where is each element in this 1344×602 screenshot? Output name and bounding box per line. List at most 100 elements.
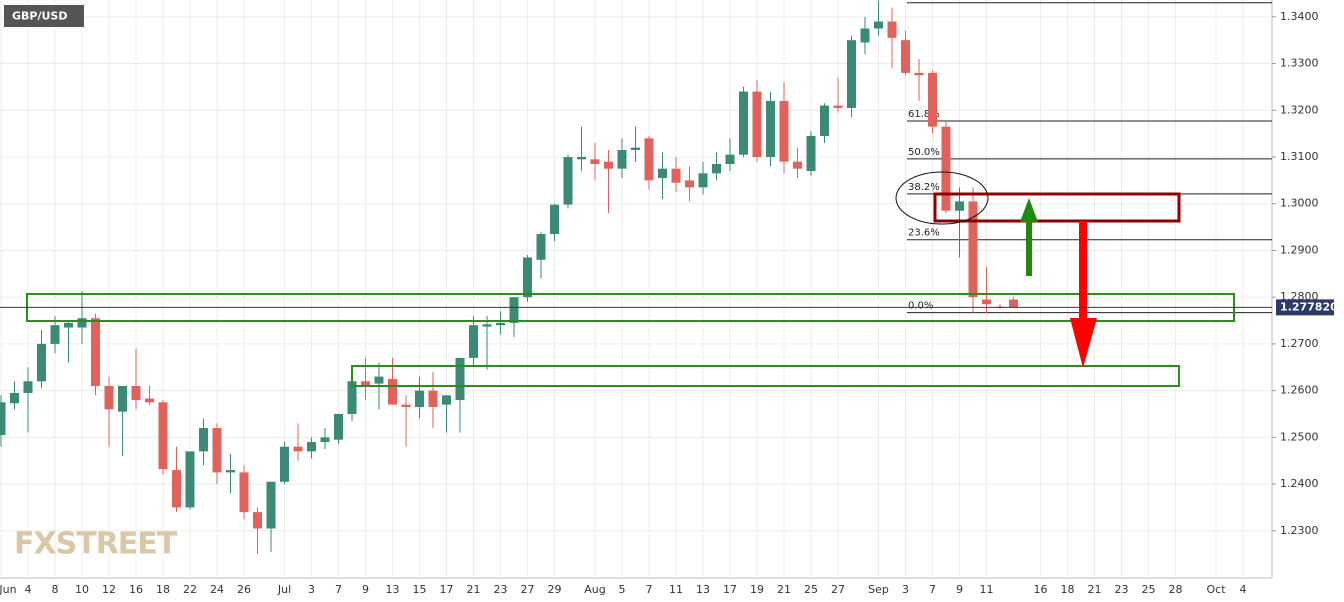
candle-body [739,91,748,155]
candle-body [442,395,451,405]
x-tick-label: 19 [750,583,764,596]
x-tick-label: 25 [804,583,818,596]
candle-body [23,381,33,393]
candle-body [415,390,424,407]
candle-body [860,28,870,43]
candle-body [847,40,856,108]
x-tick-label: 21 [467,583,481,596]
fibonacci: 100.0% 61.8% 50.0% 38.2% 23.6% 0.0% [907,0,1272,314]
x-tick-label: 26 [237,583,251,596]
y-tick-label: 1.2500 [1280,430,1319,443]
candle-body [523,257,532,298]
candle-body [590,159,600,165]
x-tick-label: 13 [696,583,710,596]
x-tick-label: 16 [129,583,143,596]
candle-body [806,135,816,172]
candle-body [982,299,991,305]
candle-body [307,442,316,452]
x-tick-label: Oct [1206,583,1226,596]
x-tick-label: 3 [902,583,909,596]
x-tick-label: 23 [1115,583,1129,596]
x-tick-label: 17 [440,583,454,596]
chart-title: GBP/USD [12,10,67,23]
y-tick-label: 1.3300 [1280,57,1319,70]
candle-body [644,138,654,181]
candle-body [185,451,195,508]
candle-body [914,72,924,76]
x-tick-label: Jul [277,583,291,596]
y-tick-label: 1.2700 [1280,337,1319,350]
x-tick-label: 24 [210,583,224,596]
candle-body [91,318,100,386]
x-tick-label: Sep [868,583,889,596]
candle-body [64,322,73,328]
candle-body [712,164,721,174]
down-arrow [1070,221,1097,368]
candle-body [698,173,708,188]
x-tick-label: 7 [929,583,936,596]
x-tick-label: 18 [1061,583,1075,596]
candle-body [253,512,262,529]
candle-body [968,201,978,298]
candle-body [0,402,6,436]
candle-body [928,72,937,127]
fib-label: 38.2% [908,182,940,193]
price-axis: 1.23001.24001.25001.26001.27001.28001.29… [1272,10,1319,537]
x-tick-label: 7 [335,583,342,596]
candle-body [536,234,546,260]
x-tick-label: 9 [956,583,963,596]
candle-body [955,201,964,211]
candle-body [401,404,411,407]
x-tick-label: 18 [156,583,170,596]
candle-body [172,470,181,508]
candle-body [577,156,586,160]
candle-body [509,297,519,323]
time-axis: Jun 4 8 10 12 16 18 22 24 26 Jul 3 7 9 13 15 17 21 23 27 29 A… [0,583,1247,596]
candle-body [820,105,829,136]
x-tick-label: 23 [494,583,508,596]
x-tick-label: 4 [1240,583,1247,596]
candle-body [145,398,154,403]
x-tick-label: 25 [1142,583,1156,596]
candle-body [77,318,87,328]
fib-label: 61.8% [908,109,940,120]
candle-body [725,154,735,165]
candle-body [280,446,289,482]
up-arrow [1020,198,1038,276]
candle-body [226,470,235,473]
candle-body [320,437,330,443]
candle-body [158,402,168,470]
x-tick-label: 10 [75,583,89,596]
x-tick-label: 8 [52,583,59,596]
y-tick-label: 1.2400 [1280,477,1319,490]
candle-body [37,343,46,382]
watermark: FXSTREET [14,527,178,562]
x-tick-label: 5 [619,583,626,596]
y-tick-label: 1.3100 [1280,150,1319,163]
x-tick-label: 17 [723,583,737,596]
candle-body [118,385,127,412]
candle-body [685,180,694,188]
candle-body [563,156,573,205]
candle-body [901,40,910,73]
x-tick-label: 29 [548,583,562,596]
x-tick-label: Aug [584,583,605,596]
candle-body [631,147,640,150]
candle-body [428,390,438,407]
candle-body [50,325,60,344]
candle-body [874,21,883,29]
x-tick-label: 9 [362,583,369,596]
candle-body [199,428,208,452]
candle-body [374,376,384,384]
candles [0,0,1018,555]
y-tick-label: 1.3200 [1280,103,1319,116]
support-zone [351,365,1180,387]
candle-body [104,385,114,410]
y-tick-label: 1.3000 [1280,197,1319,210]
candle-body [671,168,681,183]
x-tick-label: 11 [980,583,994,596]
candle-body [334,413,343,440]
x-tick-label: 22 [183,583,197,596]
x-tick-label: 27 [831,583,845,596]
